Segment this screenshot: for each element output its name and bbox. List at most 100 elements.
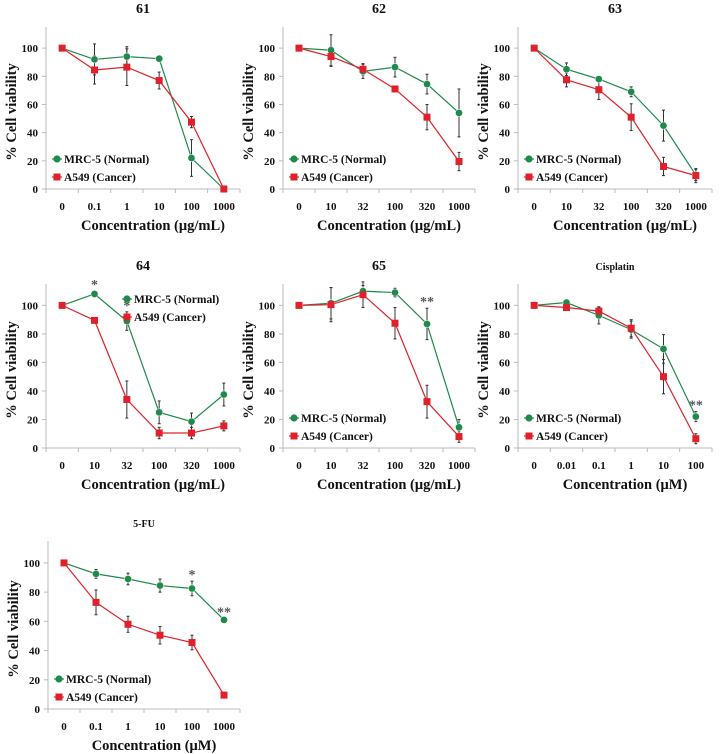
y-tick-label: 20	[27, 156, 39, 168]
data-point-cancer	[595, 86, 603, 94]
legend: MRC-5 (Normal) A549 (Cancer)	[289, 154, 386, 184]
series-normal	[298, 34, 461, 138]
x-tick-label: 0	[296, 460, 302, 472]
data-point-cancer	[58, 44, 66, 52]
data-point-cancer	[391, 85, 399, 93]
x-tick-label: 100	[184, 721, 201, 733]
x-tick-label: 100	[623, 201, 640, 213]
legend-marker-cancer	[290, 432, 298, 440]
legend: MRC-5 (Normal) A549 (Cancer)	[52, 154, 149, 184]
y-axis-label: % Cell viability	[241, 321, 257, 419]
data-point-cancer	[660, 373, 667, 381]
x-tick-label: 10	[155, 721, 167, 733]
x-tick-label: 1	[124, 201, 130, 213]
significance-marker: **	[420, 295, 434, 310]
x-tick-label: 100	[151, 460, 168, 472]
legend-marker-normal	[55, 675, 63, 683]
data-point-cancer	[220, 185, 228, 193]
data-point-cancer	[58, 301, 66, 309]
data-point-cancer	[155, 77, 163, 85]
legend: MRC-5 (Normal) A549 (Cancer)	[524, 154, 621, 184]
y-tick-label: 40	[264, 128, 276, 140]
x-tick-label: 1	[628, 460, 634, 472]
data-point-normal	[391, 63, 399, 71]
y-axis-label: % Cell viability	[476, 321, 492, 419]
data-point-cancer	[692, 435, 700, 443]
x-tick-label: 1000	[213, 460, 236, 472]
legend-label-cancer: A549 (Cancer)	[536, 172, 608, 184]
y-tick-label: 100	[22, 300, 39, 312]
y-tick-label: 20	[264, 156, 276, 168]
data-point-normal	[219, 390, 228, 399]
series-cancer	[298, 46, 461, 172]
y-tick-label: 40	[499, 386, 511, 398]
data-point-cancer	[563, 76, 570, 84]
legend-marker-normal	[525, 155, 533, 163]
y-axis-label: % Cell viability	[4, 63, 20, 161]
x-tick-label: 10	[658, 460, 670, 472]
x-tick-label: 0	[296, 201, 302, 213]
data-point-normal	[92, 570, 100, 578]
data-point-cancer	[627, 324, 635, 332]
chart-title: 5-FU	[133, 519, 155, 530]
data-point-normal	[188, 584, 196, 593]
y-tick-label: 60	[499, 357, 511, 369]
x-tick-label: 32	[358, 460, 370, 472]
x-tick-label: 1000	[213, 721, 236, 733]
y-axis-label: % Cell viability	[4, 321, 20, 419]
y-tick-label: 80	[264, 329, 276, 341]
x-tick-label: 320	[655, 201, 672, 213]
x-tick-label: 0.1	[89, 721, 103, 733]
x-tick-label: 0	[59, 201, 65, 213]
data-point-cancer	[327, 53, 335, 61]
y-tick-label: 0	[33, 184, 39, 196]
y-tick-label: 60	[27, 99, 39, 111]
data-point-normal	[122, 52, 131, 61]
x-tick-label: 10	[326, 201, 338, 213]
series-line-normal	[61, 293, 225, 423]
y-tick-label: 100	[22, 43, 39, 55]
x-tick-label: 320	[419, 460, 436, 472]
x-axis-label: Concentration (μg/mL)	[81, 477, 225, 493]
x-axis-label: Concentration (μg/mL)	[317, 218, 461, 234]
y-tick-label: 60	[264, 99, 276, 111]
data-point-cancer	[124, 620, 132, 628]
legend-marker-cancer	[290, 173, 298, 181]
data-point-cancer	[295, 44, 303, 52]
chart-title: 63	[608, 2, 622, 17]
legend-label-cancer: A549 (Cancer)	[66, 692, 138, 704]
y-tick-label: 80	[29, 587, 41, 599]
chart-title: 65	[372, 259, 386, 274]
series-normal	[61, 43, 225, 190]
x-tick-label: 100	[688, 460, 705, 472]
x-tick-label: 0.1	[88, 201, 102, 213]
data-point-normal	[455, 423, 463, 432]
series-cancer	[61, 47, 225, 190]
legend-marker-normal	[290, 155, 298, 163]
significance-marker: **	[217, 605, 231, 620]
y-tick-label: 80	[264, 71, 276, 83]
y-axis-label: % Cell viability	[476, 63, 492, 161]
legend-label-cancer: A549 (Cancer)	[301, 431, 373, 443]
legend-label-normal: MRC-5 (Normal)	[66, 674, 151, 686]
chart-title: 62	[372, 2, 386, 17]
series-cancer	[61, 304, 226, 440]
chart-title: Cisplatin	[596, 262, 635, 273]
chart-title: 64	[136, 259, 150, 274]
y-tick-label: 0	[505, 184, 511, 196]
x-tick-label: 0	[59, 460, 65, 472]
data-point-normal	[187, 154, 196, 162]
data-point-cancer	[692, 172, 700, 180]
x-tick-label: 0	[531, 460, 537, 472]
data-point-normal	[659, 345, 668, 353]
data-point-normal	[423, 80, 431, 88]
data-point-normal	[187, 417, 196, 426]
data-point-normal	[124, 575, 132, 583]
legend-marker-cancer	[53, 173, 61, 181]
x-tick-label: 1000	[685, 201, 708, 213]
x-tick-label: 1000	[213, 201, 236, 213]
x-axis-label: Concentration (μM)	[563, 477, 688, 493]
x-tick-label: 10	[154, 201, 166, 213]
